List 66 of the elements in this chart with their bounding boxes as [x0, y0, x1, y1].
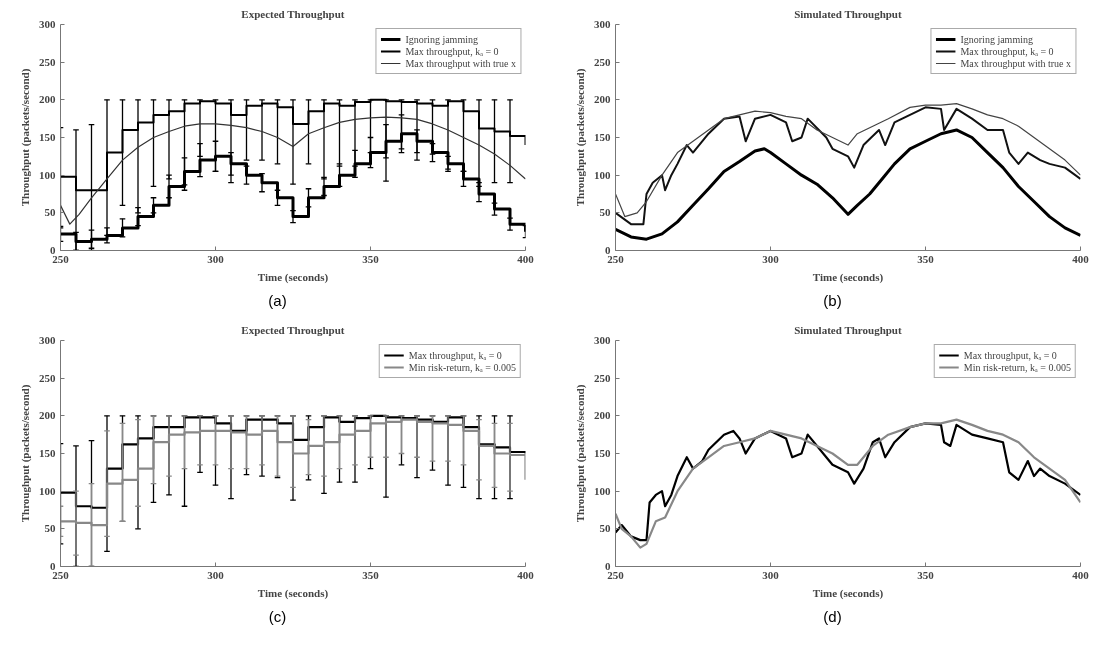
x-tick-label: 400	[1072, 252, 1090, 265]
y-tick-label: 250	[594, 372, 611, 385]
x-axis-title: Time (seconds)	[812, 586, 884, 600]
y-tick-label: 300	[594, 18, 611, 30]
y-axis-title: Throughput (packets/second)	[19, 68, 32, 207]
legend-label: Max throughput, kₐ = 0	[408, 349, 502, 362]
legend-label: Max throughput with true x	[960, 57, 1071, 69]
y-axis-title: Throughput (packets/second)	[574, 68, 587, 207]
y-tick-label: 50	[599, 522, 611, 535]
y-tick-label: 150	[39, 131, 56, 143]
x-axis-title: Time (seconds)	[812, 270, 884, 284]
y-tick-label: 200	[39, 409, 56, 422]
y-tick-label: 300	[39, 334, 56, 347]
y-tick-label: 0	[50, 560, 56, 573]
chart-title: Simulated Throughput	[794, 323, 902, 336]
y-tick-label: 100	[594, 168, 611, 181]
y-tick-label: 200	[594, 93, 611, 106]
y-tick-label: 100	[594, 485, 611, 498]
y-tick-label: 0	[50, 244, 56, 256]
y-tick-label: 250	[39, 372, 56, 385]
chart-title: Simulated Throughput	[794, 7, 902, 20]
legend-label: Min risk-return, kₐ = 0.005	[408, 361, 516, 374]
x-tick-label: 400	[517, 568, 535, 581]
x-axis-title: Time (seconds)	[257, 586, 329, 600]
chart-title: Expected Throughput	[241, 7, 345, 20]
x-tick-label: 300	[762, 252, 780, 265]
y-tick-label: 200	[594, 409, 611, 422]
y-tick-label: 200	[39, 93, 56, 106]
y-tick-label: 150	[594, 131, 611, 143]
y-tick-label: 50	[44, 206, 56, 219]
y-tick-label: 50	[599, 206, 611, 219]
x-tick-label: 400	[517, 252, 535, 265]
legend-label: Max throughput, kₐ = 0	[405, 45, 499, 57]
y-tick-label: 250	[39, 55, 56, 68]
legend-label: Min risk-return, kₐ = 0.005	[963, 361, 1071, 374]
x-tick-label: 300	[207, 252, 225, 265]
legend-label: Ignoring jamming	[960, 33, 1033, 45]
x-axis-title: Time (seconds)	[257, 270, 329, 284]
text: (c)	[268, 607, 287, 628]
x-tick-label: 300	[207, 568, 225, 581]
y-tick-label: 0	[605, 560, 611, 573]
y-tick-label: 100	[39, 168, 56, 181]
y-tick-label: 250	[594, 55, 611, 68]
x-tick-label: 400	[1072, 568, 1090, 581]
x-tick-label: 350	[917, 252, 935, 265]
y-tick-label: 150	[39, 447, 56, 460]
y-tick-label: 0	[605, 244, 611, 256]
y-tick-label: 100	[39, 485, 56, 498]
text: (a)	[268, 291, 287, 311]
x-tick-label: 300	[762, 568, 780, 581]
chart-title: Expected Throughput	[241, 323, 345, 336]
legend-label: Max throughput with true x	[405, 57, 516, 69]
text: (b)	[823, 291, 842, 311]
y-tick-label: 300	[594, 334, 611, 347]
y-tick-label: 50	[44, 522, 56, 535]
y-axis-title: Throughput (packets/second)	[574, 384, 587, 523]
x-tick-label: 350	[917, 568, 935, 581]
y-tick-label: 150	[594, 447, 611, 460]
legend-label: Max throughput, kₐ = 0	[960, 45, 1054, 57]
x-tick-label: 350	[362, 252, 380, 265]
legend-label: Ignoring jamming	[405, 33, 478, 45]
text: (d)	[823, 607, 842, 628]
legend-label: Max throughput, kₐ = 0	[963, 349, 1057, 362]
y-tick-label: 300	[39, 18, 56, 30]
y-axis-title: Throughput (packets/second)	[19, 384, 32, 523]
x-tick-label: 350	[362, 568, 380, 581]
